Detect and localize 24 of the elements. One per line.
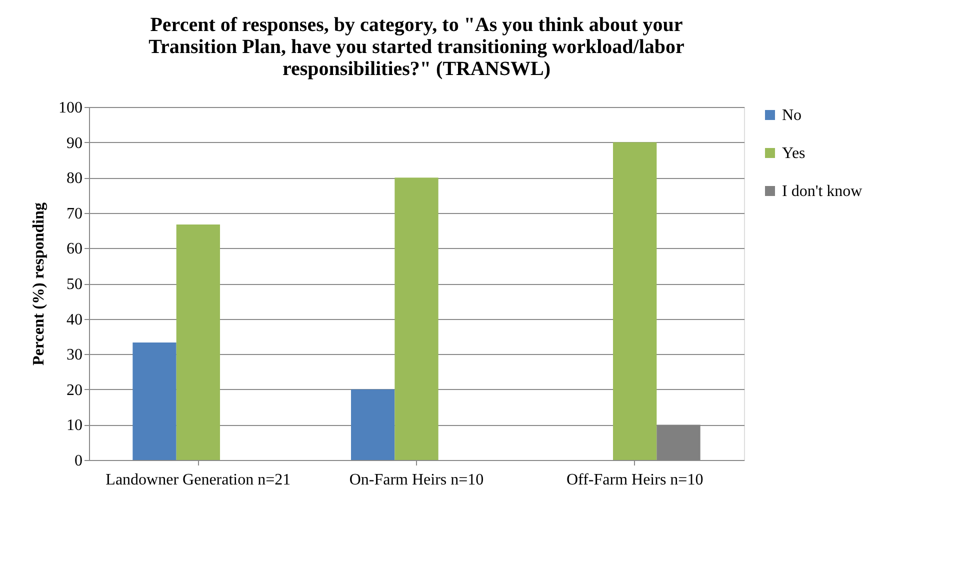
bar: [176, 224, 220, 460]
x-tick-label: On-Farm Heirs n=10: [349, 472, 484, 488]
chart-title: Percent of responses, by category, to "As you think about your Transition Plan, have you started transitioning workload/labor responsibilities?" (TRANSWL): [148, 14, 685, 80]
y-axis-title: Percent (%) responding: [30, 202, 48, 366]
y-tick-label: 60: [66, 240, 82, 258]
y-tick-label: 30: [66, 346, 82, 364]
legend-label: No: [782, 107, 802, 124]
y-tick-label: 40: [66, 311, 82, 328]
bar: [613, 142, 657, 460]
bar: [351, 389, 395, 460]
y-tick-label: 100: [58, 100, 82, 116]
y-tick-label: 80: [66, 170, 82, 188]
x-tick-label: Landowner Generation n=21: [106, 472, 291, 488]
y-tick-label: 0: [74, 452, 82, 470]
y-tick-label: 90: [66, 134, 82, 152]
y-tick-label: 70: [66, 205, 82, 222]
y-tick-label: 20: [66, 382, 82, 399]
legend-label: Yes: [782, 145, 806, 162]
y-tick-label: 10: [66, 417, 82, 434]
legend-label: I don't know: [782, 183, 863, 200]
bar: [394, 178, 438, 460]
y-tick-label: 50: [66, 276, 82, 293]
bar: [132, 342, 176, 460]
x-tick-label: Off-Farm Heirs n=10: [566, 472, 704, 488]
